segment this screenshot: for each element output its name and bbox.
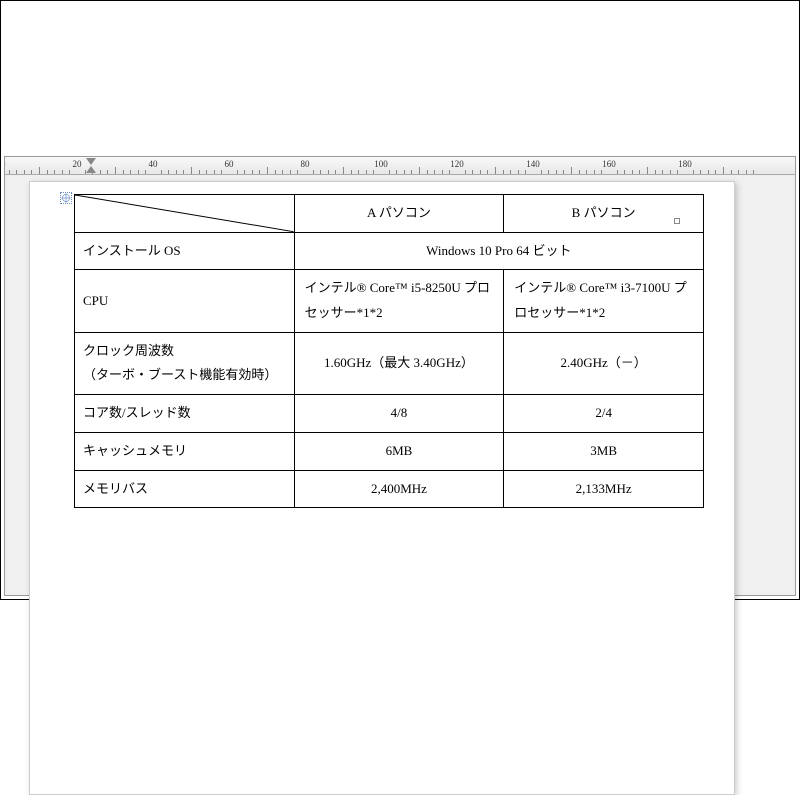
- row-value-b: 2,133MHz: [504, 470, 704, 508]
- row-value-a: インテル® Core™ i5-8250U プロセッサー*1*2: [294, 270, 504, 332]
- ruler-label: 40: [149, 159, 158, 169]
- table-row: コア数/スレッド数4/82/4: [75, 395, 704, 433]
- row-label: CPU: [75, 270, 295, 332]
- row-value-b: 2/4: [504, 395, 704, 433]
- row-label: インストール OS: [75, 232, 295, 270]
- table-row: キャッシュメモリ6MB3MB: [75, 432, 704, 470]
- first-line-indent-marker[interactable]: [86, 158, 96, 165]
- column-header-a: A パソコン: [294, 195, 504, 233]
- ruler-label: 120: [450, 159, 464, 169]
- ruler-label: 20: [73, 159, 82, 169]
- row-label: キャッシュメモリ: [75, 432, 295, 470]
- row-value-a: 1.60GHz（最大 3.40GHz）: [294, 332, 504, 394]
- document-editor-pane: 2020406080100120140160180 A パソコンB パソコンイン…: [4, 156, 796, 596]
- diagonal-header-cell: [75, 195, 295, 233]
- row-value-b: インテル® Core™ i3-7100U プロセッサー*1*2: [504, 270, 704, 332]
- row-value-a: 6MB: [294, 432, 504, 470]
- table-row: CPUインテル® Core™ i5-8250U プロセッサー*1*2インテル® …: [75, 270, 704, 332]
- ruler-label: 160: [602, 159, 616, 169]
- table-row: クロック周波数 （ターボ・ブースト機能有効時）1.60GHz（最大 3.40GH…: [75, 332, 704, 394]
- ruler-label: 80: [301, 159, 310, 169]
- row-value-b: 3MB: [504, 432, 704, 470]
- table-anchor-icon[interactable]: [60, 192, 72, 204]
- column-header-b: B パソコン: [504, 195, 704, 233]
- row-value-a: 4/8: [294, 395, 504, 433]
- ruler-label: 180: [678, 159, 692, 169]
- comparison-table: A パソコンB パソコンインストール OSWindows 10 Pro 64 ビ…: [74, 194, 704, 508]
- row-value-spanned: Windows 10 Pro 64 ビット: [294, 232, 703, 270]
- ruler-label: 100: [374, 159, 388, 169]
- ruler-label: 60: [225, 159, 234, 169]
- ruler-label: 20: [5, 159, 6, 169]
- row-label: メモリバス: [75, 470, 295, 508]
- document-page: A パソコンB パソコンインストール OSWindows 10 Pro 64 ビ…: [29, 181, 735, 795]
- hanging-indent-marker[interactable]: [86, 166, 96, 173]
- horizontal-ruler[interactable]: 20 20 40 60 80 100 120 140 160 180: [5, 157, 795, 175]
- table-header-row: A パソコンB パソコン: [75, 195, 704, 233]
- table-row: インストール OSWindows 10 Pro 64 ビット: [75, 232, 704, 270]
- row-value-b: 2.40GHz（－）: [504, 332, 704, 394]
- row-label: コア数/スレッド数: [75, 395, 295, 433]
- table-row: メモリバス2,400MHz2,133MHz: [75, 470, 704, 508]
- row-label: クロック周波数 （ターボ・ブースト機能有効時）: [75, 332, 295, 394]
- ruler-label: 140: [526, 159, 540, 169]
- row-value-a: 2,400MHz: [294, 470, 504, 508]
